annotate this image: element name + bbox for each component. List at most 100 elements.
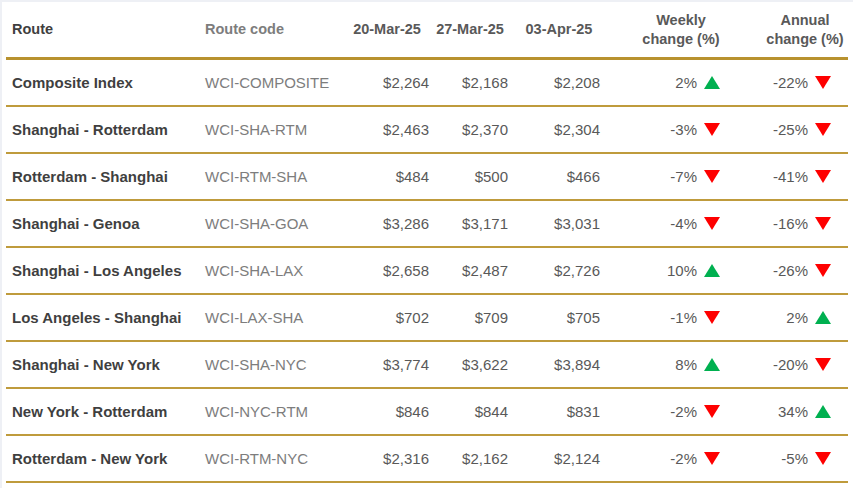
annual-change-cell: -5% [727,450,851,467]
annual-change-cell: -16% [727,215,851,232]
annual-change-value: 34% [778,403,808,420]
annual-change-cell: -41% [727,168,851,185]
price-03-apr: $466 [518,168,612,185]
annual-change-arrow-icon [815,123,831,136]
price-20-mar: $2,264 [345,74,432,91]
weekly-change-value: 10% [667,262,697,279]
price-03-apr: $705 [518,309,612,326]
annual-change-arrow-icon [815,358,831,371]
route-name: Shanghai - Los Angeles [2,262,205,279]
price-03-apr: $3,894 [518,356,612,373]
annual-change-value: -41% [773,168,808,185]
weekly-change-cell: 10% [612,262,727,279]
weekly-change-arrow-icon [704,311,720,324]
weekly-change-value: -2% [670,403,697,420]
price-03-apr: $3,031 [518,215,612,232]
annual-change-value: -26% [773,262,808,279]
table-row: Shanghai - New York WCI-SHA-NYC $3,774 $… [2,342,853,387]
annual-change-arrow-icon [815,452,831,465]
price-03-apr: $2,208 [518,74,612,91]
weekly-change-cell: -3% [612,121,727,138]
weekly-change-arrow-icon [704,76,720,89]
annual-change-cell: -26% [727,262,851,279]
weekly-change-arrow-icon [704,170,720,183]
route-code: WCI-NYC-RTM [205,403,345,420]
annual-change-arrow-icon [815,170,831,183]
weekly-change-cell: 2% [612,74,727,91]
route-code: WCI-SHA-RTM [205,121,345,138]
table-row: Rotterdam - New York WCI-RTM-NYC $2,316 … [2,436,853,481]
table-row: New York - Rotterdam WCI-NYC-RTM $846 $8… [2,389,853,434]
header-weekly-change: Weekly change (%) [612,11,727,47]
price-27-mar: $844 [432,403,518,420]
price-27-mar: $3,171 [432,215,518,232]
annual-change-value: -16% [773,215,808,232]
price-20-mar: $3,286 [345,215,432,232]
price-20-mar: $2,316 [345,450,432,467]
route-name: Rotterdam - New York [2,450,205,467]
annual-change-value: -25% [773,121,808,138]
table-row: Composite Index WCI-COMPOSITE $2,264 $2,… [2,60,853,105]
annual-change-cell: 2% [727,309,851,326]
header-weekly-change-label: Weekly change (%) [635,11,727,47]
table-header-row: Route Route code 20-Mar-25 27-Mar-25 03-… [2,2,853,57]
price-20-mar: $484 [345,168,432,185]
weekly-change-value: -2% [670,450,697,467]
header-annual-change: Annual change (%) [727,11,851,47]
weekly-change-arrow-icon [704,123,720,136]
annual-change-cell: -20% [727,356,851,373]
weekly-change-cell: -2% [612,403,727,420]
annual-change-arrow-icon [815,76,831,89]
table-row: Rotterdam - Shanghai WCI-RTM-SHA $484 $5… [2,154,853,199]
route-name: Composite Index [2,74,205,91]
route-name: Los Angeles - Shanghai [2,309,205,326]
weekly-change-arrow-icon [704,264,720,277]
price-03-apr: $2,726 [518,262,612,279]
route-name: New York - Rotterdam [2,403,205,420]
route-code: WCI-SHA-LAX [205,262,345,279]
route-name: Shanghai - Rotterdam [2,121,205,138]
route-code: WCI-COMPOSITE [205,74,345,91]
row-divider [6,481,848,483]
header-route-code: Route code [205,20,345,38]
annual-change-cell: -25% [727,121,851,138]
price-03-apr: $2,124 [518,450,612,467]
weekly-change-value: -7% [670,168,697,185]
weekly-change-cell: -4% [612,215,727,232]
annual-change-value: -5% [781,450,808,467]
weekly-change-cell: -2% [612,450,727,467]
route-code: WCI-SHA-GOA [205,215,345,232]
price-20-mar: $702 [345,309,432,326]
price-20-mar: $3,774 [345,356,432,373]
price-27-mar: $2,162 [432,450,518,467]
weekly-change-cell: -1% [612,309,727,326]
route-name: Rotterdam - Shanghai [2,168,205,185]
header-date-20-mar-25: 20-Mar-25 [345,20,432,38]
route-code: WCI-RTM-SHA [205,168,345,185]
price-20-mar: $846 [345,403,432,420]
annual-change-arrow-icon [815,311,831,324]
annual-change-value: -22% [773,74,808,91]
weekly-change-cell: -7% [612,168,727,185]
weekly-change-value: 8% [675,356,697,373]
route-name: Shanghai - New York [2,356,205,373]
weekly-change-value: 2% [675,74,697,91]
price-27-mar: $2,370 [432,121,518,138]
table-row: Shanghai - Genoa WCI-SHA-GOA $3,286 $3,1… [2,201,853,246]
weekly-change-arrow-icon [704,217,720,230]
table-row: Shanghai - Los Angeles WCI-SHA-LAX $2,65… [2,248,853,293]
table-row: Shanghai - Rotterdam WCI-SHA-RTM $2,463 … [2,107,853,152]
price-20-mar: $2,463 [345,121,432,138]
price-27-mar: $2,168 [432,74,518,91]
annual-change-value: 2% [786,309,808,326]
weekly-change-value: -1% [670,309,697,326]
header-date-03-apr-25: 03-Apr-25 [518,20,612,38]
annual-change-arrow-icon [815,217,831,230]
annual-change-value: -20% [773,356,808,373]
wci-rates-table: Route Route code 20-Mar-25 27-Mar-25 03-… [0,0,853,488]
annual-change-arrow-icon [815,405,831,418]
weekly-change-arrow-icon [704,358,720,371]
route-name: Shanghai - Genoa [2,215,205,232]
price-27-mar: $2,487 [432,262,518,279]
price-27-mar: $709 [432,309,518,326]
